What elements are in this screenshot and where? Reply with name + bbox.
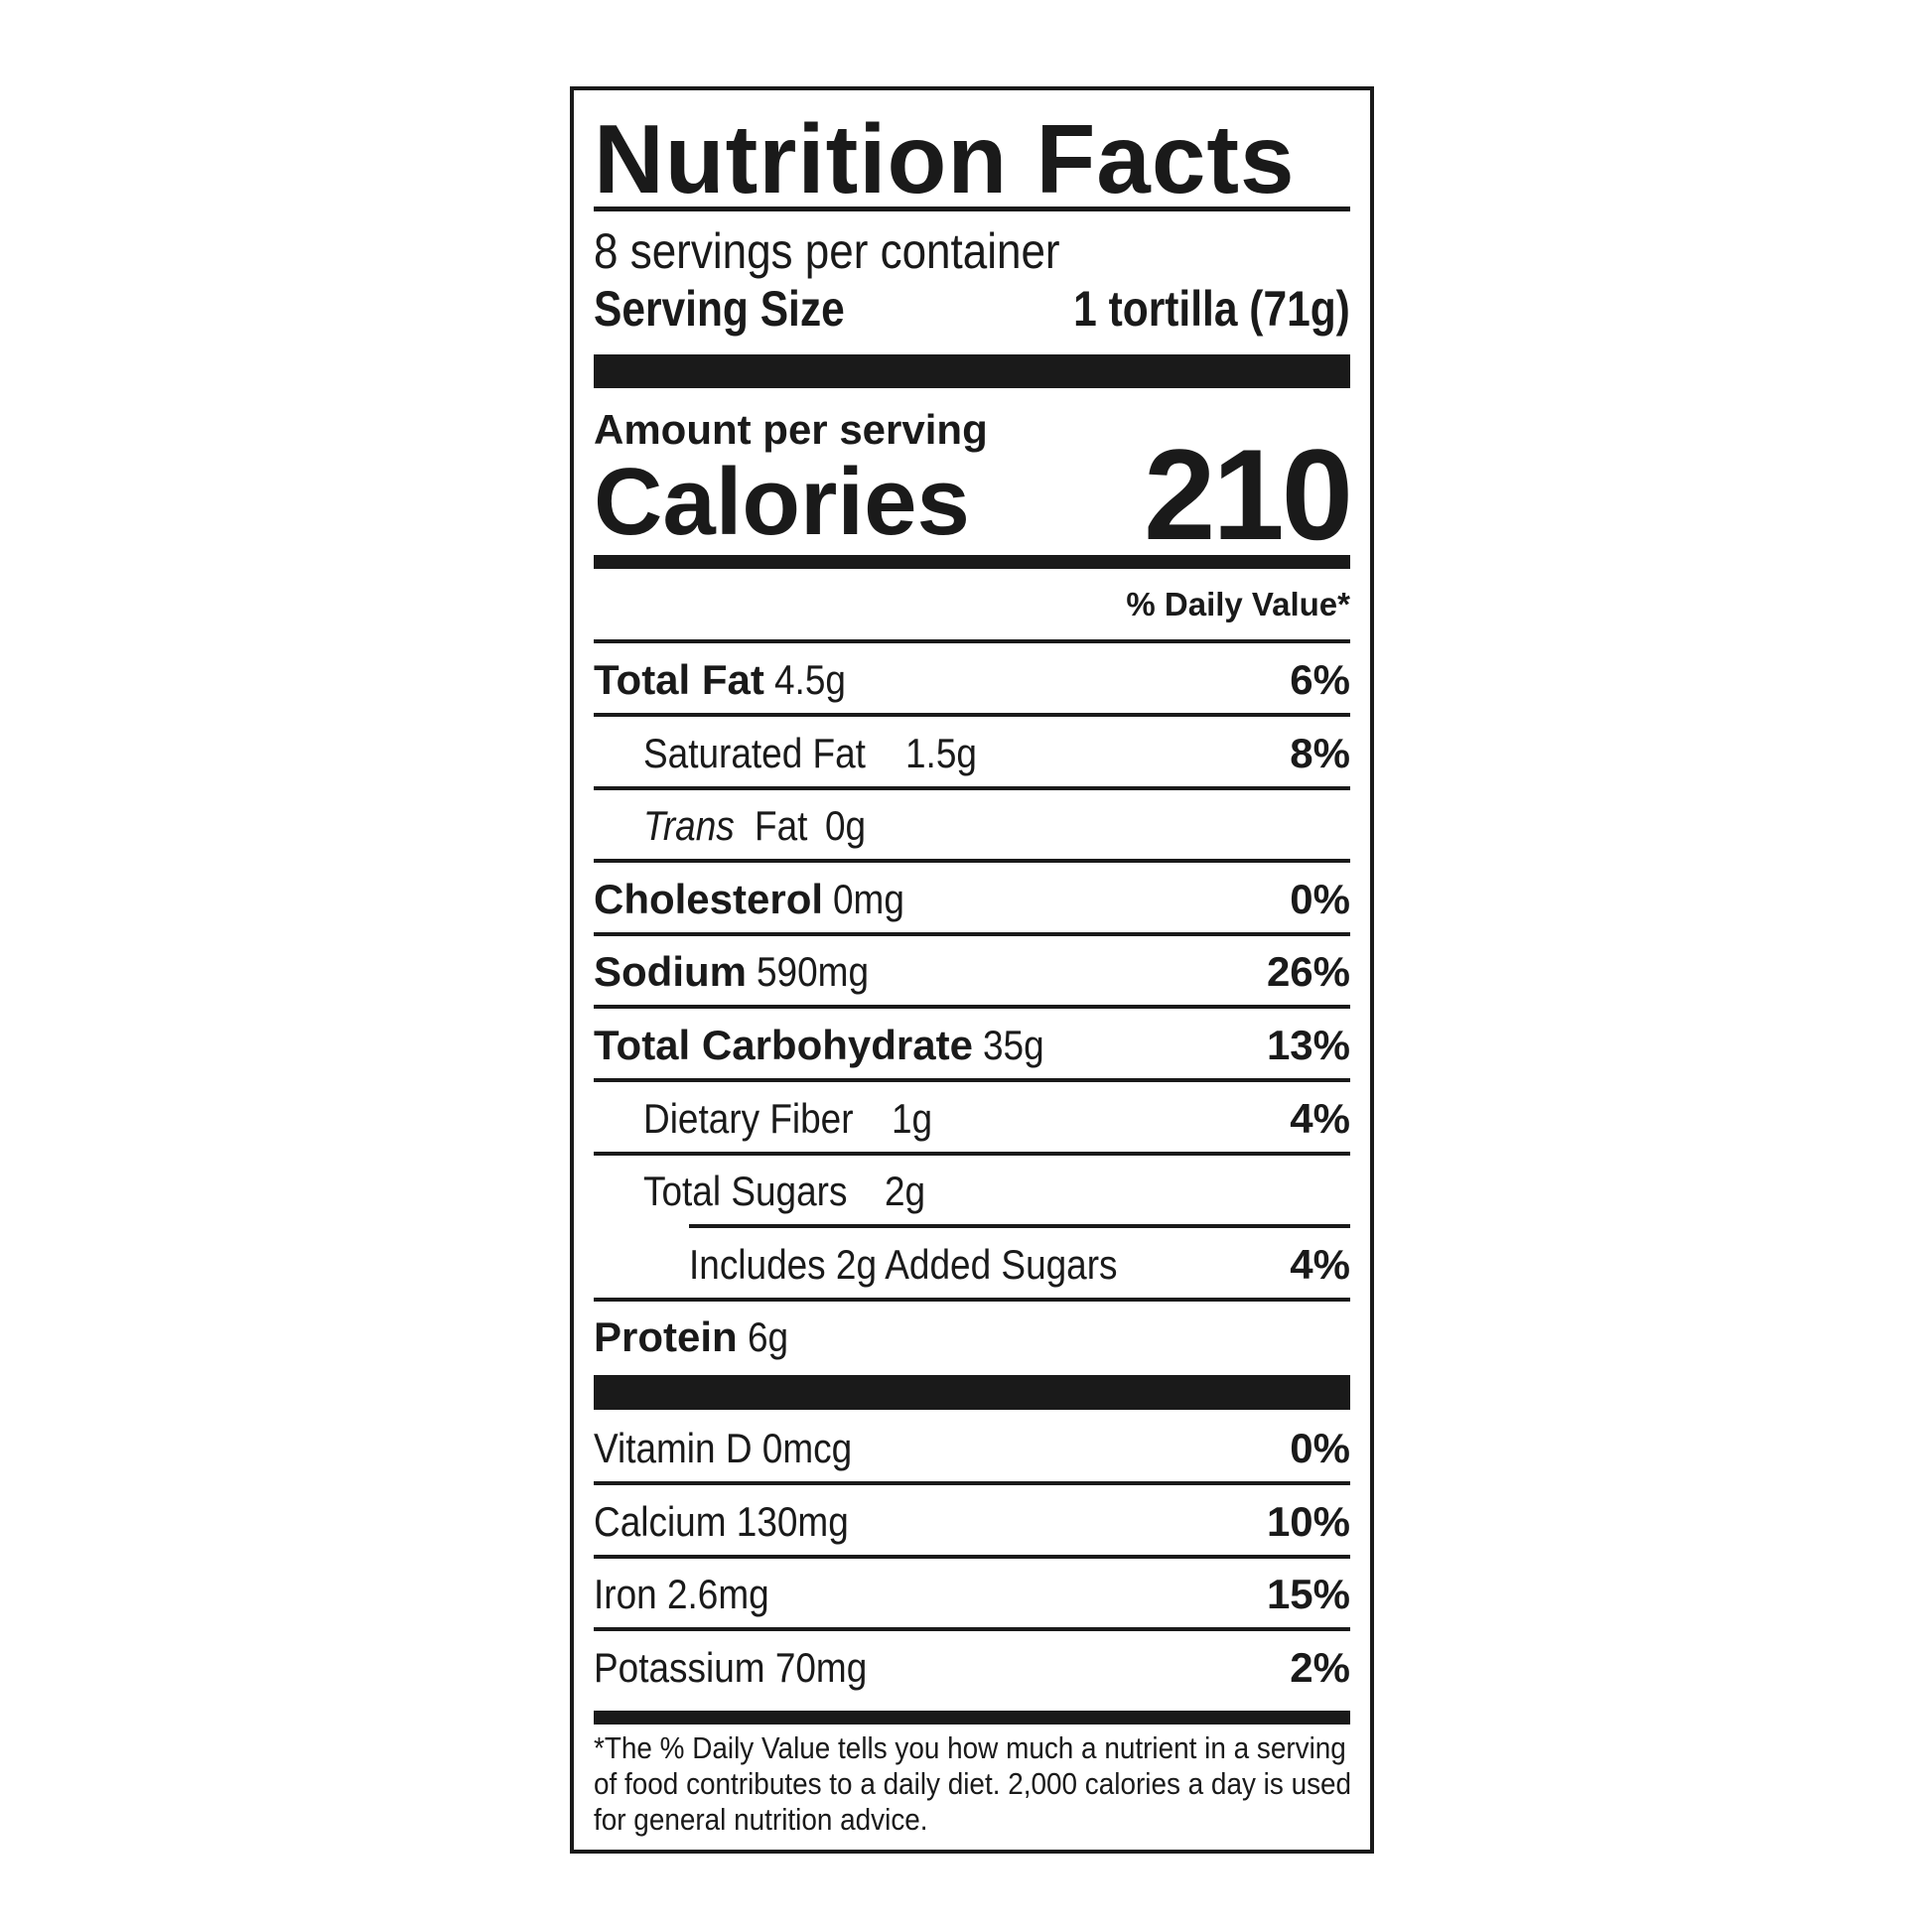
nutrient-amount: 0g (824, 802, 867, 850)
serving-size: Serving Size 1 tortilla (71g) (594, 281, 1350, 337)
nutrient-daily-value: 4% (1290, 1094, 1350, 1142)
nutrient-label: Dietary Fiber 1g (643, 1095, 938, 1143)
divider (594, 931, 1350, 936)
nutrient-label: Protein 6g (594, 1313, 793, 1361)
vitamin-row: Vitamin D 0mcg 0% (594, 1412, 1350, 1485)
nutrient-row: Cholesterol 0mg 0% (594, 863, 1350, 936)
servings-per-container: 8 servings per container (594, 223, 1060, 279)
nutrient-daily-value: 6% (1290, 656, 1350, 703)
vitamin-daily-value: 10% (1266, 1497, 1350, 1545)
nutrient-row: Total Sugars 2g (594, 1155, 1350, 1229)
nutrient-amount: 6g (747, 1313, 788, 1361)
nutrient-amount: 0mg (833, 875, 904, 922)
vitamin-label: Iron 2.6mg (594, 1571, 769, 1618)
nutrient-name: Total Carbohydrate (594, 1022, 973, 1068)
nutrition-facts-label: Nutrition Facts 8 servings per container… (570, 86, 1374, 1854)
vitamin-label: Potassium 70mg (594, 1643, 868, 1691)
divider (594, 1481, 1350, 1485)
divider (594, 713, 1350, 717)
nutrient-name: Includes 2g Added Sugars (689, 1240, 1118, 1288)
nutrient-name-suffix: Fat (755, 802, 808, 850)
nutrient-name: Protein (594, 1313, 738, 1361)
nutrient-label: Sodium 590mg (594, 948, 884, 996)
divider (594, 1554, 1350, 1559)
thick-divider (594, 1711, 1350, 1725)
calories-value: 210 (1144, 422, 1353, 567)
divider (594, 859, 1350, 864)
divider (594, 1005, 1350, 1010)
vitamin-label: Vitamin D 0mcg (594, 1425, 853, 1471)
serving-size-value: 1 tortilla (71g) (1073, 281, 1350, 337)
divider (594, 1627, 1350, 1632)
vitamin-label: Calcium 130mg (594, 1497, 849, 1545)
nutrient-row: Total Fat 4.5g 6% (594, 643, 1350, 717)
nutrient-row: Total Carbohydrate 35g 13% (594, 1009, 1350, 1082)
divider (594, 1151, 1350, 1156)
nutrient-label: Total Fat 4.5g (594, 656, 856, 704)
divider (594, 785, 1350, 790)
nutrient-daily-value: 4% (1290, 1240, 1350, 1288)
divider (594, 639, 1350, 643)
nutrient-amount: 1.5g (905, 729, 978, 776)
serving-size-label: Serving Size (594, 281, 845, 337)
nutrient-label: Total Carbohydrate 35g (594, 1022, 1052, 1069)
divider (594, 1297, 1350, 1302)
nutrient-daily-value: 13% (1266, 1022, 1350, 1068)
nutrient-label: Trans Fat 0g (643, 802, 872, 850)
calories-label: Calories (594, 449, 970, 555)
nutrient-name: Trans (643, 802, 735, 850)
divider (689, 1224, 1350, 1229)
thick-divider (594, 1375, 1350, 1410)
nutrient-daily-value: 0% (1290, 875, 1350, 922)
nutrient-amount: 35g (982, 1022, 1044, 1068)
nutrient-amount: 2g (885, 1168, 926, 1215)
nutrient-row: Trans Fat 0g (594, 789, 1350, 864)
footnote: *The % Daily Value tells you how much a … (594, 1730, 1352, 1837)
nutrient-label: Total Sugars 2g (643, 1168, 931, 1215)
nutrient-daily-value: 8% (1290, 729, 1350, 776)
nutrient-row: Includes 2g Added Sugars 4% (594, 1228, 1350, 1302)
vitamin-daily-value: 15% (1266, 1571, 1350, 1618)
vitamin-row: Iron 2.6mg 15% (594, 1558, 1350, 1632)
nutrient-amount: 4.5g (773, 656, 846, 703)
nutrient-name: Total Fat (594, 656, 764, 703)
nutrient-row: Protein 6g (594, 1301, 1350, 1374)
nutrient-label: Saturated Fat 1.5g (643, 730, 987, 777)
vitamin-daily-value: 0% (1290, 1425, 1350, 1471)
nutrient-amount: 1g (892, 1094, 933, 1142)
amount-per-serving: Amount per serving (594, 406, 988, 453)
divider (594, 207, 1350, 211)
nutrient-amount: 590mg (757, 948, 870, 996)
nutrient-daily-value: 26% (1266, 948, 1350, 996)
thick-divider (594, 354, 1350, 388)
nutrient-name: Cholesterol (594, 875, 824, 922)
label-title: Nutrition Facts (594, 104, 1296, 213)
vitamin-row: Calcium 130mg 10% (594, 1485, 1350, 1559)
vitamin-daily-value: 2% (1290, 1643, 1350, 1691)
nutrient-label: Cholesterol 0mg (594, 876, 914, 923)
nutrient-row: Saturated Fat 1.5g 8% (594, 717, 1350, 790)
nutrient-row: Dietary Fiber 1g 4% (594, 1082, 1350, 1156)
nutrient-name: Sodium (594, 948, 747, 996)
vitamin-row: Potassium 70mg 2% (594, 1631, 1350, 1705)
divider (594, 1078, 1350, 1082)
daily-value-header: % Daily Value* (1126, 586, 1350, 622)
nutrient-row: Sodium 590mg 26% (594, 935, 1350, 1010)
nutrient-label: Includes 2g Added Sugars (689, 1241, 1175, 1289)
thick-divider (594, 555, 1350, 569)
nutrient-name: Dietary Fiber (643, 1094, 854, 1142)
nutrient-name: Total Sugars (643, 1168, 848, 1215)
nutrient-name: Saturated Fat (643, 729, 866, 776)
